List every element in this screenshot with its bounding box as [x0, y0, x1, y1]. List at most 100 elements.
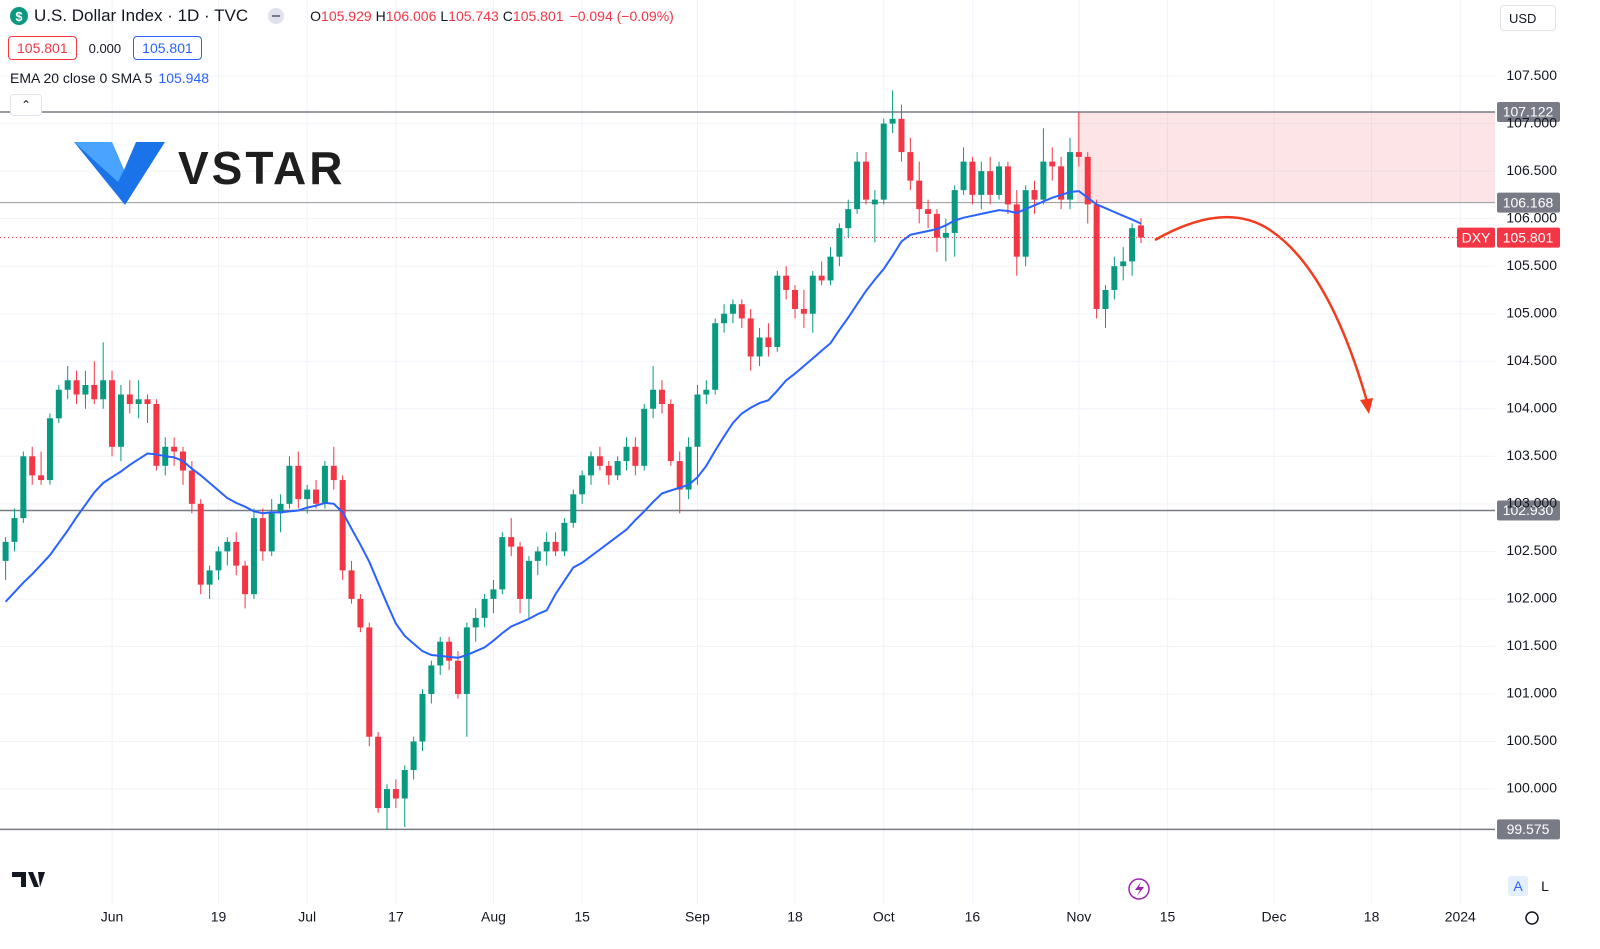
candle-body [774, 275, 781, 347]
candle-body [268, 513, 275, 552]
candle-body [721, 313, 728, 324]
candle-body [46, 418, 53, 481]
candle-body [348, 570, 355, 599]
candle-body [188, 470, 195, 504]
candle-body [552, 541, 559, 552]
candle-body [250, 518, 257, 595]
candle-body [1111, 266, 1118, 290]
candle-body [561, 522, 568, 552]
y-tick-label: 102.000 [1506, 590, 1557, 606]
ohlc-close: 105.801 [512, 8, 564, 24]
candle-body [783, 275, 790, 290]
indicator-legend: EMA 20 close 0 SMA 5 105.948 [10, 70, 209, 86]
candle-body [694, 394, 701, 447]
candle-body [933, 213, 940, 238]
candle-body [1067, 152, 1073, 200]
candle-body [1093, 204, 1100, 309]
candle-body [658, 389, 665, 405]
candle-body [756, 337, 763, 357]
hide-button[interactable] [268, 8, 285, 24]
candle-body [1031, 190, 1038, 200]
candle-body [117, 394, 124, 447]
candle-body [38, 475, 45, 481]
indicator-value: 105.948 [158, 70, 210, 86]
candle-body [463, 627, 470, 694]
candle-body [525, 560, 532, 599]
candle-body [1013, 204, 1020, 257]
candle-body [738, 304, 745, 319]
candle-body [1075, 152, 1082, 157]
candle-body [667, 404, 674, 462]
symbol-tag [1457, 227, 1495, 248]
indicator-name: EMA 20 close 0 SMA 5 [10, 70, 153, 86]
ohlc-change: −0.094 (−0.09%) [569, 8, 674, 24]
candle-body [996, 166, 1003, 195]
candle-body [1102, 289, 1109, 309]
buy-price[interactable]: 105.801 [133, 36, 202, 60]
levels-layer [0, 111, 1495, 831]
candle-body [490, 589, 497, 599]
x-tick-label: 2024 [1445, 909, 1476, 925]
level-label-text: 99.575 [1507, 821, 1550, 837]
ohlc-high: 106.006 [385, 8, 437, 24]
settings-icon[interactable] [1525, 911, 1539, 925]
candle-body [871, 199, 878, 205]
x-tick-label: 18 [787, 909, 803, 925]
candle-body [862, 161, 869, 200]
x-tick-label: Sep [685, 909, 710, 925]
candle-body [321, 465, 328, 504]
x-tick-label: Dec [1262, 909, 1287, 925]
sell-price[interactable]: 105.801 [8, 36, 77, 60]
candle-body [224, 541, 231, 552]
symbol-header: $ U.S. Dollar Index · 1D · TVC O 105.929 … [10, 6, 674, 26]
candle-body [410, 741, 417, 771]
candle-body [481, 598, 488, 618]
candle-body [277, 503, 284, 514]
overlay-layer: 107.122 102.930 99.575 106.168 DXY 105.801 [1457, 101, 1560, 840]
tv-logo-shape [12, 872, 45, 887]
candle-body [969, 161, 976, 195]
candle-body [419, 693, 426, 742]
spread: 0.000 [88, 40, 122, 56]
candle-body [73, 380, 80, 395]
collapse-button[interactable]: ⌃ [10, 94, 42, 116]
candle-body [729, 304, 736, 314]
candle-body [685, 446, 692, 490]
y-tick-label: 100.500 [1506, 732, 1557, 748]
auto-scale-button[interactable]: A [1508, 876, 1528, 896]
y-tick-label: 104.500 [1506, 352, 1557, 368]
level-label-box [1497, 192, 1560, 213]
axis-layer: 100.000 100.500 101.000 101.500 102.000 102.5… [101, 67, 1557, 925]
candle-body [144, 399, 151, 405]
currency-button[interactable]: USD [1500, 5, 1556, 31]
candle-body [543, 541, 550, 552]
candle-body [206, 570, 213, 585]
candle-body [446, 641, 453, 661]
zone-layer [0, 111, 1495, 204]
candle-body [259, 518, 266, 552]
candle-body [153, 404, 160, 466]
candle-body [596, 456, 603, 466]
y-tick-label: 106.500 [1506, 162, 1557, 178]
level-label-text: 107.122 [1503, 104, 1554, 120]
candle-body [313, 489, 320, 504]
candle-body [623, 446, 630, 462]
candle-body [29, 456, 36, 476]
events-bolt [1135, 882, 1144, 896]
candle-body [632, 446, 639, 466]
candle-body [375, 736, 382, 809]
logo-mark-light [74, 142, 124, 182]
candle-body [242, 565, 249, 595]
log-scale-button[interactable]: L [1541, 878, 1549, 894]
candle-body [437, 641, 444, 666]
candle-body [499, 537, 506, 590]
candle-body [836, 228, 843, 257]
candle-body [366, 627, 373, 737]
candle-body [916, 180, 923, 210]
ema-layer [4, 190, 1142, 659]
quote-boxes: 105.801 0.000 105.801 [8, 36, 202, 60]
forecast-arrow [1154, 215, 1370, 406]
candle-body [1040, 161, 1047, 200]
ohlc-label: L [440, 8, 449, 24]
